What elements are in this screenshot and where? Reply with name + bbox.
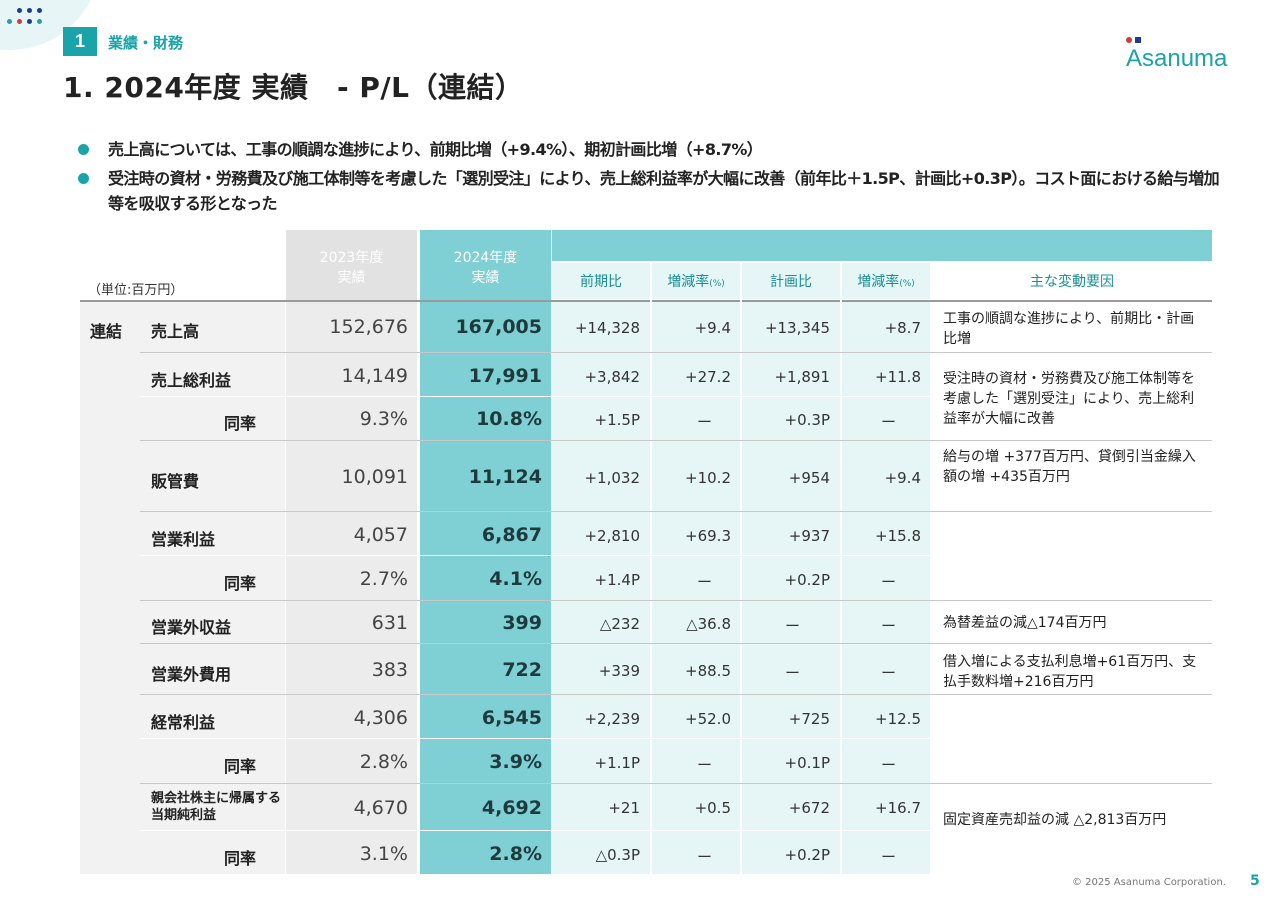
header-notes: 主な変動要因: [932, 263, 1212, 299]
unit-label: （単位:百万円）: [88, 283, 184, 298]
summary-bullets: 売上高については、工事の順調な進捗により、前期比増（+9.4%）、期初計画比増（…: [78, 137, 1228, 220]
header-yoy-rate: 増減率(%): [652, 263, 740, 299]
section-number: 1: [63, 27, 97, 56]
note-non-op-income: 為替差益の減△174百万円: [943, 615, 1107, 631]
header-band: [552, 230, 1212, 261]
logo-text: Asanuma: [1126, 45, 1228, 70]
page-number: 5: [1250, 873, 1260, 889]
copyright: © 2025 Asanuma Corporation.: [1072, 877, 1226, 888]
section-label: 業績・財務: [108, 34, 184, 52]
page-title: 1. 2024年度 実績 - P/L（連結）: [63, 71, 524, 104]
header-plan: 計画比: [742, 263, 840, 299]
bullet-dot-icon: [78, 144, 89, 155]
bullet-dot-icon: [78, 173, 89, 184]
header-yoy: 前期比: [552, 263, 650, 299]
header-2023: 2023年度 実績: [286, 230, 417, 300]
header-2024: 2024年度 実績: [420, 230, 551, 300]
note-non-op-expense: 借入増による支払利息増+61百万円、支払手数料増+216百万円: [943, 654, 1197, 690]
table-top-rule: [80, 300, 1212, 302]
group-label: 連結: [90, 322, 123, 341]
header-plan-rate: 増減率(%): [842, 263, 930, 299]
note-net-income: 固定資産売却益の減 △2,813百万円: [943, 812, 1167, 828]
bullet-item: 売上高については、工事の順調な進捗により、前期比増（+9.4%）、期初計画比増（…: [78, 137, 1228, 162]
note-gross-profit: 受注時の資材・労務費及び施工体制等を考慮した「選別受注」により、売上総利益率が大…: [943, 371, 1195, 427]
note-sga: 給与の増 +377百万円、貸倒引当金繰入額の増 +435百万円: [943, 449, 1196, 485]
dots-decoration: [2, 8, 52, 32]
bullet-item: 受注時の資材・労務費及び施工体制等を考慮した「選別受注」により、売上総利益率が大…: [78, 166, 1228, 216]
company-logo: Asanuma: [1126, 36, 1244, 72]
note-sales: 工事の順調な進捗により、前期比・計画比増: [943, 311, 1195, 347]
